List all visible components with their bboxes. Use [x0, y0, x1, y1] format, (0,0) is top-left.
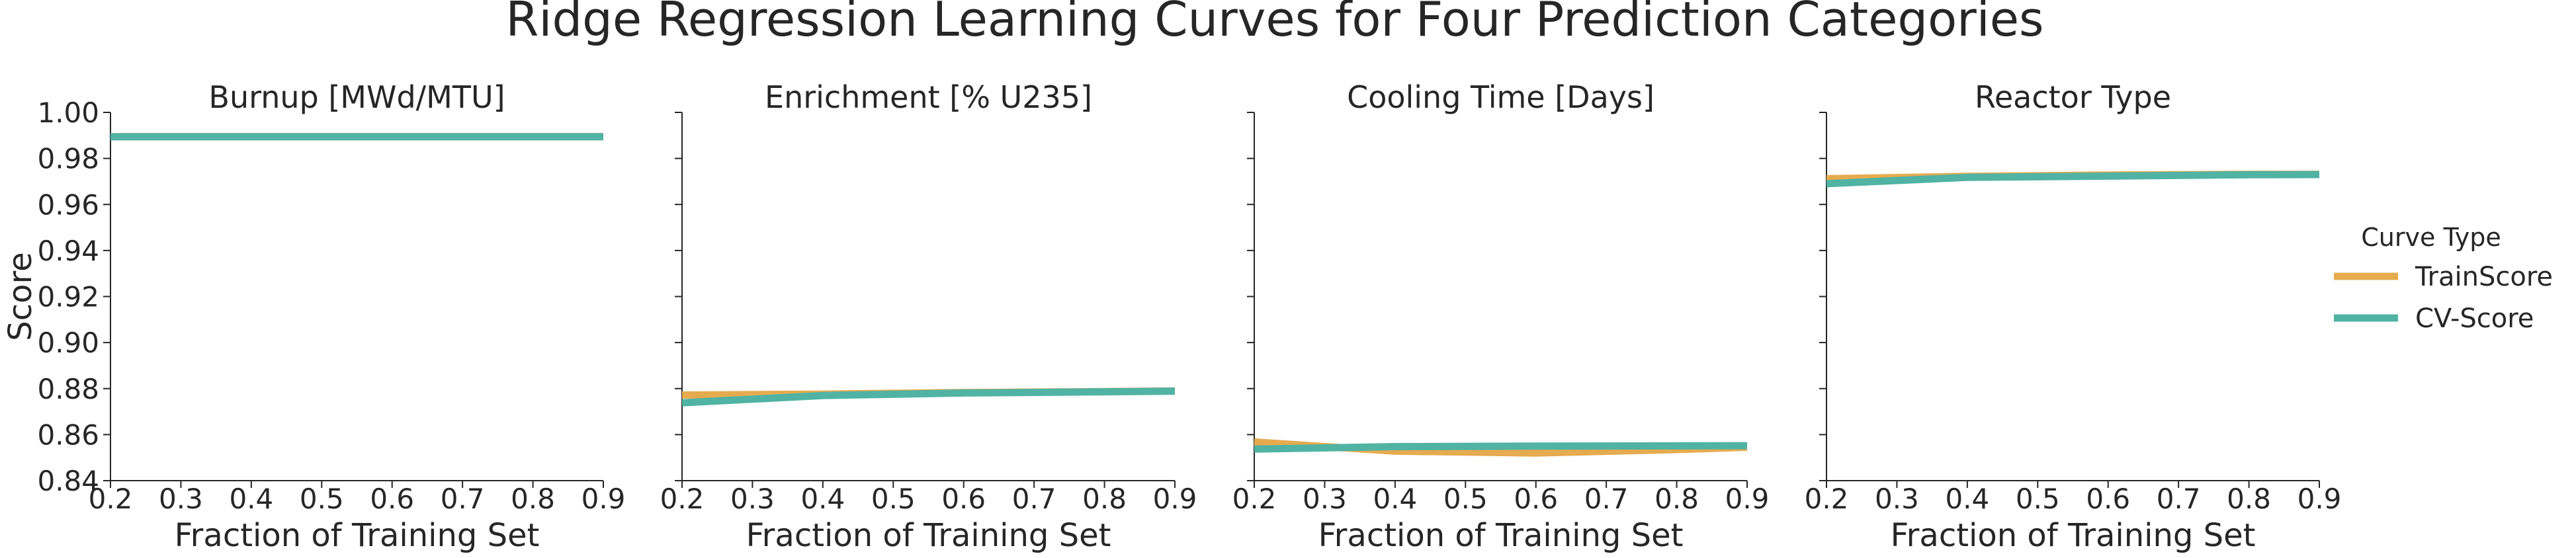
subplot-panels: Burnup [MWd/MTU] 0.2 0.3 0.4 0.5 0.6 0.7 0.8 0.9…: [2, 79, 2341, 554]
y-tick-label: 0.92: [37, 281, 99, 313]
figure-title: Ridge Regression Learning Curves for Fou…: [505, 0, 2043, 47]
series-line-cv-score: [1826, 171, 2320, 188]
x-tick-label: 0.4: [800, 483, 845, 515]
panel-2: Enrichment [% U235] 0.2 0.3 0.4 0.5 0.6 0.7 0.8…: [660, 79, 1197, 554]
x-tick-label: 0.7: [2157, 483, 2201, 515]
x-tick-label: 0.9: [1153, 483, 1197, 515]
y-tick-label: 1.00: [37, 97, 99, 129]
x-tick-label: 0.3: [159, 483, 203, 515]
y-tick-label: 0.94: [37, 235, 99, 267]
x-tick-label: 0.4: [229, 483, 273, 515]
x-tick-label: 0.7: [1012, 483, 1056, 515]
y-axis-label: Score: [2, 252, 39, 340]
legend-label-trainscore: TrainScore: [2415, 262, 2553, 292]
x-tick-label: 0.5: [300, 483, 344, 515]
x-tick-label: 0.9: [2297, 483, 2342, 515]
x-tick-label: 0.3: [730, 483, 775, 515]
panel-title: Burnup [MWd/MTU]: [208, 79, 505, 115]
panel-title: Reactor Type: [1975, 79, 2171, 115]
x-tick-label: 0.6: [1514, 483, 1558, 515]
x-tick-label: 0.8: [1082, 483, 1127, 515]
panel-3: Cooling Time [Days] 0.2 0.3 0.4 0.5 0.6 0.7 0.8…: [1232, 79, 1770, 554]
y-tick-label: 0.96: [37, 188, 99, 221]
x-tick-label: 0.3: [1303, 483, 1347, 515]
x-tick-label: 0.2: [1805, 483, 1849, 515]
x-tick-label: 0.2: [1232, 483, 1277, 515]
panel-1: Burnup [MWd/MTU] 0.2 0.3 0.4 0.5 0.6 0.7 0.8 0.9…: [2, 79, 625, 554]
x-tick-label: 0.5: [871, 483, 916, 515]
x-tick-label: 0.8: [1654, 483, 1699, 515]
x-tick-label: 0.6: [941, 483, 986, 515]
y-tick-label: 0.98: [37, 143, 99, 175]
y-tick-label: 0.88: [37, 373, 99, 405]
x-tick-label: 0.6: [370, 483, 414, 515]
x-axis-label: Fraction of Training Set: [1318, 517, 1684, 554]
x-tick-label: 0.2: [660, 483, 705, 515]
x-tick-label: 0.8: [2227, 483, 2271, 515]
series-line-cv-score: [1254, 442, 1748, 453]
legend: Curve Type TrainScore CV-Score: [2334, 223, 2553, 334]
y-tick-label: 0.84: [37, 465, 99, 497]
x-tick-label: 0.9: [581, 483, 626, 515]
legend-title: Curve Type: [2361, 223, 2501, 252]
x-axis-label: Fraction of Training Set: [175, 517, 540, 554]
x-tick-label: 0.4: [1373, 483, 1417, 515]
y-tick-label: 0.90: [37, 327, 99, 359]
panel-4: Reactor Type 0.2 0.3 0.4 0.5 0.6 0.7 0.8 0.9 Frac…: [1805, 79, 2342, 554]
panel-title: Enrichment [% U235]: [765, 79, 1092, 115]
x-tick-label: 0.7: [1584, 483, 1629, 515]
x-tick-label: 0.3: [1875, 483, 1919, 515]
x-tick-label: 0.8: [511, 483, 555, 515]
x-tick-label: 0.6: [2086, 483, 2130, 515]
panel-title: Cooling Time [Days]: [1347, 79, 1654, 115]
x-tick-label: 0.9: [1725, 483, 1770, 515]
x-axis-label: Fraction of Training Set: [746, 517, 1111, 554]
y-tick-label: 0.86: [37, 418, 99, 451]
series-line-cv-score: [681, 387, 1176, 407]
x-tick-label: 0.5: [1443, 483, 1488, 515]
x-tick-label: 0.2: [89, 483, 133, 515]
x-tick-label: 0.7: [441, 483, 485, 515]
x-axis-label: Fraction of Training Set: [1891, 517, 2256, 554]
x-tick-label: 0.5: [2016, 483, 2060, 515]
legend-label-cv-score: CV-Score: [2415, 303, 2534, 334]
x-tick-label: 0.4: [1945, 483, 1989, 515]
